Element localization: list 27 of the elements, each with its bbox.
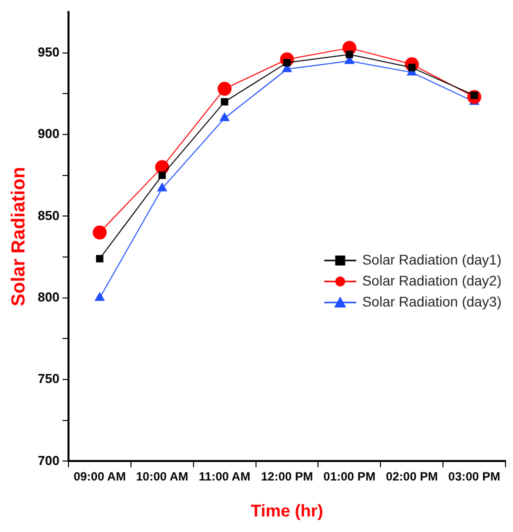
x-tick-label: 01:00 PM (323, 470, 376, 484)
point (158, 172, 166, 180)
y-tick-label: 800 (38, 289, 60, 304)
point (220, 98, 228, 106)
point (157, 182, 167, 192)
legend-label: Solar Radiation (day2) (362, 272, 502, 288)
x-tick-label: 09:00 AM (74, 470, 126, 484)
x-tick-label: 12:00 PM (260, 470, 314, 484)
y-tick-label: 900 (38, 126, 60, 142)
legend-label: Solar Radiation (day1) (362, 251, 502, 268)
y-axis-title: Solar Radiation (8, 166, 30, 306)
point (218, 82, 232, 96)
y-tick-label: 700 (38, 452, 60, 468)
y-tick-label: 950 (38, 44, 60, 60)
point (96, 254, 104, 262)
y-tick-label: 750 (38, 371, 60, 386)
x-tick-label: 02:00 PM (386, 470, 438, 484)
x-tick-label: 03:00 PM (448, 470, 500, 484)
point (220, 112, 230, 122)
point (94, 292, 105, 301)
y-tick-label: 850 (38, 208, 60, 223)
x-axis-title: Time (hr) (250, 501, 324, 520)
legend-label: Solar Radiation (day3) (362, 293, 502, 310)
point (346, 50, 354, 58)
x-tick-label: 10:00 AM (136, 470, 188, 484)
x-tick-label: 11:00 AM (198, 470, 250, 484)
point (92, 226, 107, 240)
